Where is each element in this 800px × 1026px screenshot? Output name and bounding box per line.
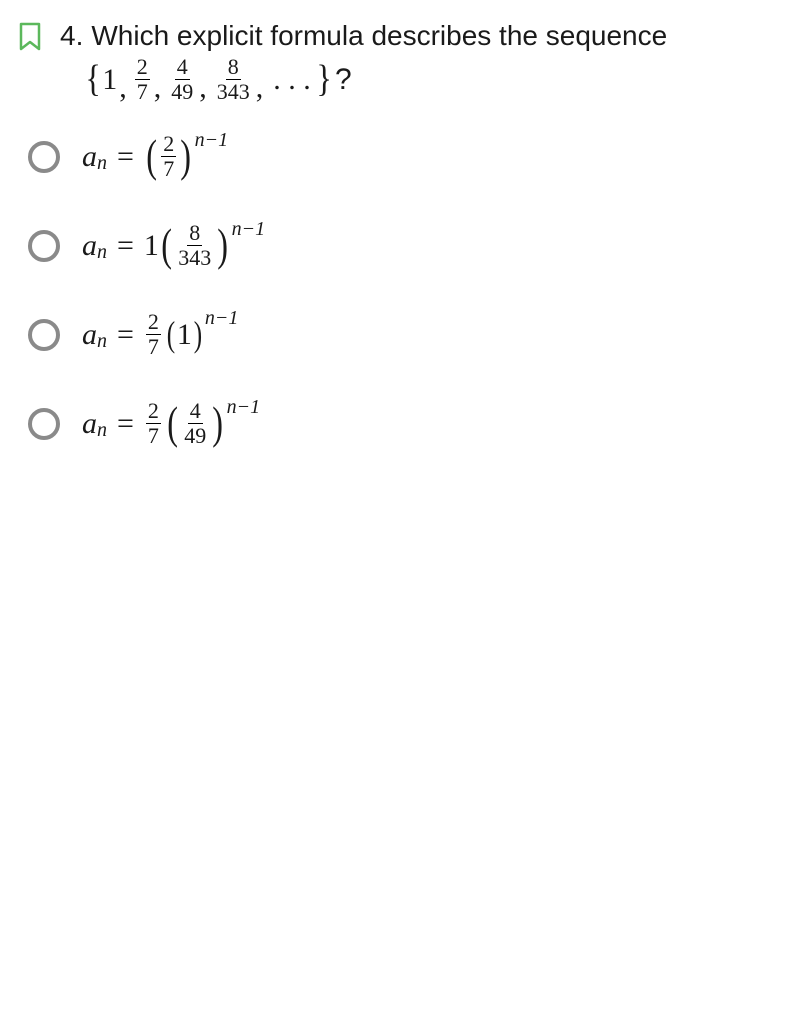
- option-d[interactable]: an = 2 7 ( 4 49 ) n−1: [28, 400, 782, 447]
- option-b[interactable]: an = 1 ( 8 343 ) n−1: [28, 222, 782, 269]
- radio-a[interactable]: [28, 141, 60, 173]
- formula-a: an = ( 2 7 ) n−1: [82, 133, 228, 180]
- question-sequence: { 1 , 2 7 , 4 49 , 8 343 , . . . } ?: [60, 56, 782, 103]
- option-c[interactable]: an = 2 7 ( 1 ) n−1: [28, 311, 782, 358]
- formula-b: an = 1 ( 8 343 ) n−1: [82, 222, 265, 269]
- option-a[interactable]: an = ( 2 7 ) n−1: [28, 133, 782, 180]
- question-area: 4. Which explicit formula describes the …: [60, 20, 782, 103]
- seq-term-3: 4 49: [169, 56, 195, 103]
- question-number: 4.: [60, 20, 83, 52]
- bookmark-icon[interactable]: [18, 22, 42, 52]
- seq-dots: . . .: [273, 63, 311, 97]
- formula-d: an = 2 7 ( 4 49 ) n−1: [82, 400, 260, 447]
- seq-qmark: ?: [335, 63, 352, 97]
- question-text: Which explicit formula describes the seq…: [91, 20, 667, 52]
- seq-term-2: 2 7: [135, 56, 150, 103]
- radio-c[interactable]: [28, 319, 60, 351]
- formula-c: an = 2 7 ( 1 ) n−1: [82, 311, 238, 358]
- seq-term-1: 1: [102, 63, 117, 97]
- seq-term-4: 8 343: [215, 56, 252, 103]
- radio-b[interactable]: [28, 230, 60, 262]
- question-header: 4. Which explicit formula describes the …: [0, 0, 800, 113]
- radio-d[interactable]: [28, 408, 60, 440]
- options-list: an = ( 2 7 ) n−1 an = 1 ( 8 343: [0, 113, 800, 447]
